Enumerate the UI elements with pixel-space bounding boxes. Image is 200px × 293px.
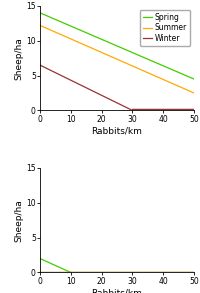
Y-axis label: Sheep/ha: Sheep/ha [14,199,23,242]
X-axis label: Rabbits/km: Rabbits/km [92,288,142,293]
Legend: Spring, Summer, Winter: Spring, Summer, Winter [140,10,190,46]
Y-axis label: Sheep/ha: Sheep/ha [14,37,23,79]
X-axis label: Rabbits/km: Rabbits/km [92,126,142,135]
